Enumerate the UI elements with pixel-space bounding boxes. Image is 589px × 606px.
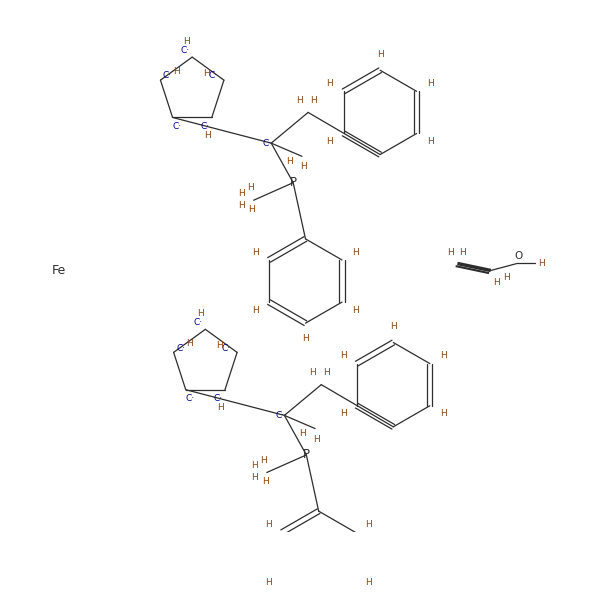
Text: H: H [326, 79, 333, 88]
Text: H: H [265, 520, 272, 529]
Text: H: H [296, 96, 303, 105]
Text: C·: C· [262, 139, 272, 148]
Text: H: H [299, 429, 306, 438]
Text: H: H [390, 322, 396, 331]
Text: C·: C· [194, 318, 203, 327]
Text: H: H [310, 96, 317, 105]
Text: H: H [440, 409, 447, 418]
Text: H: H [186, 339, 193, 348]
Text: H: H [365, 520, 372, 529]
Text: C·: C· [200, 122, 209, 131]
Text: H: H [204, 130, 211, 139]
Text: H: H [538, 259, 545, 268]
Text: H: H [309, 368, 316, 377]
Text: H: H [260, 456, 267, 465]
Text: H: H [251, 473, 258, 482]
Text: C·: C· [176, 344, 185, 353]
Text: H: H [492, 278, 499, 287]
Text: H: H [340, 409, 346, 418]
Text: P: P [290, 176, 297, 189]
Text: H: H [197, 309, 203, 318]
Text: C·: C· [209, 72, 218, 80]
Text: H: H [313, 435, 320, 444]
Text: H: H [440, 351, 447, 360]
Text: H: H [238, 188, 245, 198]
Text: H: H [203, 68, 210, 78]
Text: O: O [515, 251, 523, 261]
Text: C·: C· [222, 344, 231, 353]
Text: Fe: Fe [52, 264, 66, 277]
Text: H: H [365, 578, 372, 587]
Text: H: H [340, 351, 346, 360]
Text: H: H [302, 335, 309, 344]
Text: H: H [173, 67, 180, 76]
Text: H: H [252, 305, 259, 315]
Text: H: H [252, 247, 259, 256]
Text: H: H [249, 204, 255, 213]
Text: H: H [352, 247, 359, 256]
Text: H: H [251, 461, 258, 470]
Text: H: H [326, 137, 333, 146]
Text: H: H [247, 184, 253, 193]
Text: C·: C· [213, 394, 223, 403]
Text: H: H [427, 137, 434, 146]
Text: C·: C· [276, 411, 284, 420]
Text: H: H [427, 79, 434, 88]
Text: H: H [377, 50, 383, 59]
Text: H: H [217, 403, 224, 411]
Text: H: H [352, 305, 359, 315]
Text: H: H [216, 341, 223, 350]
Text: H: H [459, 247, 466, 256]
Text: C·: C· [181, 45, 190, 55]
Text: H: H [265, 578, 272, 587]
Text: H: H [238, 201, 245, 210]
Text: H: H [300, 162, 307, 171]
Text: H: H [286, 157, 293, 166]
Text: C·: C· [173, 122, 181, 131]
Text: H: H [447, 247, 454, 256]
Text: H: H [184, 37, 190, 46]
Text: H: H [323, 368, 330, 377]
Text: C·: C· [186, 394, 195, 403]
Text: P: P [303, 448, 310, 461]
Text: H: H [503, 273, 510, 282]
Text: C·: C· [163, 72, 172, 80]
Text: H: H [262, 477, 269, 486]
